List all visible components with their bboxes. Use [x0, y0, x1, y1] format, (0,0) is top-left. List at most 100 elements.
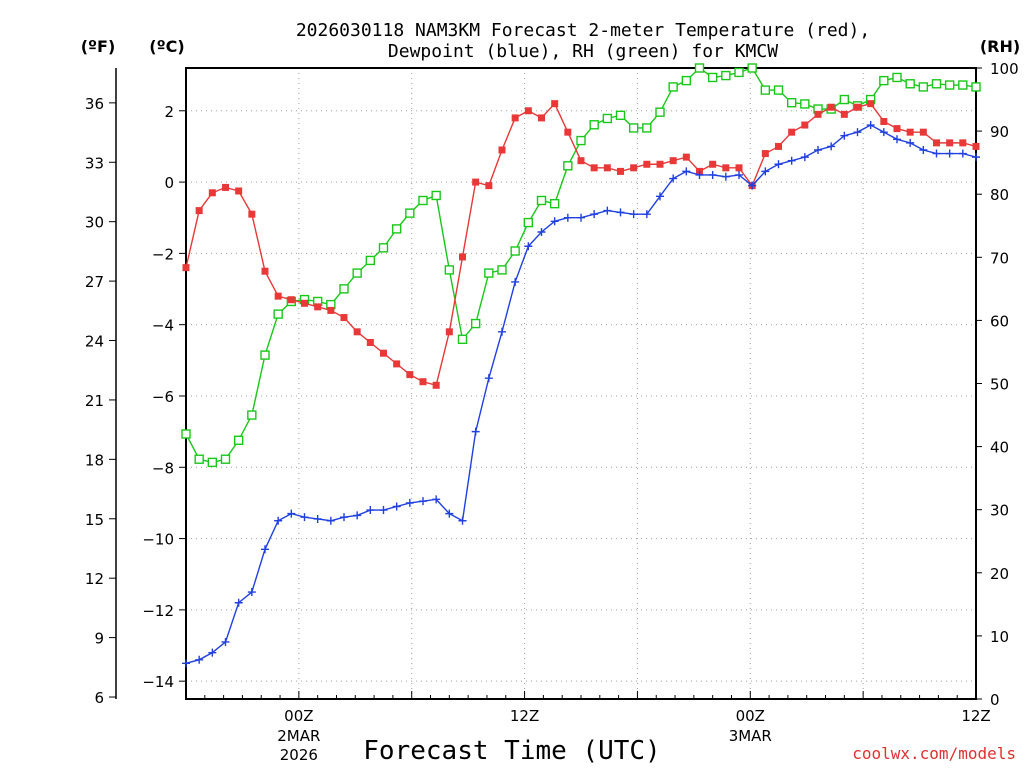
rh-point — [589, 120, 599, 130]
temperature-point — [867, 100, 875, 108]
x-tick-label: 00Z — [736, 707, 765, 725]
rh-point — [444, 265, 455, 275]
dewpoint-point — [326, 516, 335, 525]
rh-point — [470, 318, 481, 329]
temperature-point — [735, 164, 743, 172]
temperature-point — [643, 160, 651, 168]
dewpoint-point — [945, 149, 954, 158]
rh-line — [185, 67, 977, 464]
x-tick-date: 2MAR — [277, 727, 320, 745]
rh-tick-label: 60 — [990, 312, 1009, 330]
temperature-point — [445, 328, 453, 336]
data-series — [181, 63, 981, 668]
temperature-point — [287, 296, 295, 304]
dewpoint-point — [669, 174, 678, 183]
rh-point — [233, 435, 244, 445]
dewpoint-point — [906, 138, 915, 147]
temperature-point — [182, 264, 190, 272]
x-tick-label: 00Z — [284, 707, 313, 725]
dewpoint-line — [185, 124, 977, 665]
temperature-point — [380, 349, 387, 357]
rh-point — [721, 70, 731, 81]
temperature-point — [880, 117, 888, 125]
rh-point — [220, 454, 231, 464]
temperature-point — [630, 164, 638, 172]
fahrenheit-tick-label: 36 — [85, 95, 104, 113]
dewpoint-point — [735, 170, 743, 179]
rh-point — [457, 334, 468, 345]
dewpoint-point — [708, 170, 717, 179]
dewpoint-point — [287, 509, 296, 518]
rh-point — [958, 80, 968, 90]
temperature-point — [919, 128, 927, 136]
rh-point — [510, 246, 520, 256]
rh-point — [273, 309, 283, 319]
rh-point — [918, 82, 929, 92]
unit-label-rh: (RH) — [980, 37, 1020, 56]
temperature-point — [327, 306, 335, 314]
dewpoint-point — [656, 192, 664, 201]
dewpoint-point — [577, 213, 585, 222]
rh-point — [668, 82, 678, 92]
temperature-point — [722, 164, 730, 172]
dewpoint-point — [563, 213, 572, 222]
dewpoint-point — [498, 327, 506, 336]
temperature-point — [248, 210, 256, 218]
rh-point — [405, 208, 415, 218]
rh-point — [260, 350, 270, 360]
rh-point — [642, 123, 652, 133]
temperature-point — [393, 360, 401, 368]
dewpoint-point — [353, 511, 362, 520]
temperature-point — [682, 153, 690, 161]
x-tick-label: 12Z — [510, 707, 539, 725]
celsius-tick-label: −4 — [152, 317, 174, 335]
x-tick-date: 3MAR — [729, 727, 772, 745]
temperature-point — [814, 110, 822, 118]
dewpoint-point — [800, 153, 809, 162]
rh-point — [971, 82, 981, 92]
temperature-point — [827, 103, 835, 111]
dewpoint-point — [958, 149, 967, 158]
temperature-point — [314, 303, 322, 311]
dewpoint-point — [419, 497, 427, 506]
rh-point — [892, 72, 902, 83]
rh-tick-label: 80 — [990, 186, 1009, 204]
temperature-point — [775, 142, 782, 150]
dewpoint-point — [300, 513, 309, 522]
rh-point — [628, 123, 639, 133]
rh-point — [879, 75, 889, 86]
rh-point — [931, 79, 942, 89]
dewpoint-point — [840, 131, 849, 140]
dewpoint-point — [511, 277, 520, 286]
dewpoint-point — [932, 149, 941, 158]
dewpoint-point — [340, 513, 348, 522]
temperature-point — [353, 328, 361, 336]
rh-point — [563, 161, 573, 171]
temperature-point — [709, 160, 717, 168]
celsius-tick-label: −6 — [152, 388, 174, 406]
rh-point — [181, 429, 191, 439]
rh-tick-label: 100 — [990, 60, 1019, 78]
rh-tick-label: 20 — [990, 565, 1009, 583]
dewpoint-point — [972, 153, 980, 162]
rh-point — [378, 243, 389, 253]
dewpoint-point — [787, 156, 796, 165]
rh-point — [707, 72, 718, 83]
dewpoint-point — [537, 227, 546, 236]
chart-title-line2: Dewpoint (blue), RH (green) for KMCW — [388, 41, 778, 62]
dewpoint-point — [827, 142, 836, 151]
rh-point — [800, 99, 810, 109]
dewpoint-point — [432, 495, 441, 504]
dewpoint-point — [392, 502, 401, 511]
dewpoint-point — [893, 135, 901, 144]
rh-point — [905, 79, 915, 89]
axes — [109, 67, 982, 700]
celsius-tick-label: −2 — [152, 245, 174, 263]
rh-point — [365, 255, 376, 266]
rh-point — [536, 195, 547, 206]
dewpoint-point — [274, 516, 283, 525]
temperature-point — [551, 100, 559, 108]
temperature-point — [788, 128, 796, 136]
rh-tick-label: 50 — [990, 376, 1009, 394]
